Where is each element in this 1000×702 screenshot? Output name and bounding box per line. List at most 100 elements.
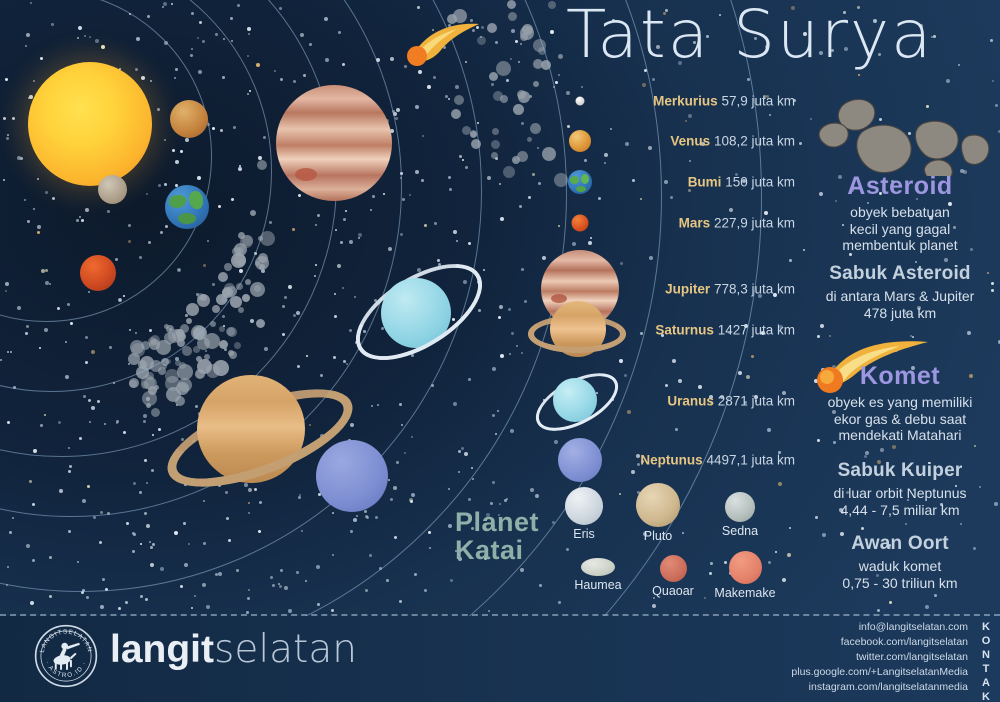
brand-bold-text: langit bbox=[110, 628, 214, 671]
planet-icon-uranus bbox=[526, 361, 628, 443]
kontak-letter: T bbox=[982, 663, 990, 676]
star bbox=[861, 527, 865, 531]
dwarf-body-pluto bbox=[636, 483, 680, 527]
footer-bar bbox=[0, 616, 1000, 702]
star bbox=[864, 455, 868, 459]
dwarf-label-pluto: Pluto bbox=[643, 529, 673, 543]
kontak-letter: A bbox=[982, 677, 990, 690]
kontak-letter: K bbox=[982, 691, 990, 702]
dwarf-planet-sedna: Sedna bbox=[712, 492, 768, 538]
dwarf-body-eris bbox=[565, 487, 603, 525]
star bbox=[782, 578, 786, 583]
sabuk-kuiper-line1: di luar orbit Neptunus bbox=[833, 485, 967, 501]
star bbox=[892, 444, 897, 449]
star bbox=[943, 258, 948, 262]
star bbox=[737, 370, 742, 375]
page-title: Tata Surya bbox=[566, 0, 934, 73]
star bbox=[777, 481, 782, 486]
komet-icon bbox=[817, 341, 928, 393]
contact-instagram[interactable]: instagram.com/langitselatanmedia bbox=[808, 680, 968, 693]
sabuk-asteroid-heading: Sabuk Asteroid bbox=[829, 263, 971, 284]
star bbox=[787, 552, 792, 557]
planet-icon-venus bbox=[569, 130, 591, 152]
dwarf-label-eris: Eris bbox=[573, 527, 595, 541]
awan-oort-line1: waduk komet bbox=[858, 558, 942, 574]
planet-icon-merkurius bbox=[575, 96, 585, 106]
planet-katai-line1: Planet bbox=[455, 507, 540, 537]
star bbox=[888, 601, 892, 605]
planet-label-mars: Mars 227,9 juta km bbox=[678, 215, 795, 231]
contact-email[interactable]: info@langitselatan.com bbox=[858, 621, 968, 633]
kontak-letter: K bbox=[982, 621, 990, 633]
planet-katai-title: Planet Katai bbox=[455, 508, 539, 564]
planet-icon-saturnus bbox=[528, 298, 632, 362]
star bbox=[877, 608, 881, 612]
contact-googleplus[interactable]: plus.google.com/+LangitselatanMedia bbox=[791, 665, 968, 678]
star bbox=[652, 604, 657, 609]
scene-planet-saturn bbox=[197, 375, 305, 483]
star bbox=[704, 597, 707, 600]
planet-katai-line2: Katai bbox=[455, 535, 524, 566]
star bbox=[767, 427, 772, 432]
sabuk-kuiper-section: Sabuk Kuiper di luar orbit Neptunus 4,44… bbox=[800, 460, 1000, 518]
star bbox=[857, 73, 860, 76]
komet-heading: Komet bbox=[859, 362, 941, 390]
jupiter-red-spot bbox=[295, 168, 317, 181]
dwarf-label-haumea: Haumea bbox=[574, 578, 622, 592]
dwarf-planet-makemake: Makemake bbox=[710, 551, 780, 600]
langitselatan-logo-icon: LANGITSELATAN · ASTRO.ID · bbox=[34, 624, 98, 688]
sabuk-asteroid-section: Sabuk Asteroid di antara Mars & Jupiter … bbox=[800, 263, 1000, 321]
star bbox=[957, 63, 960, 66]
star bbox=[946, 79, 951, 84]
star bbox=[934, 593, 938, 597]
scene-comet-icon bbox=[407, 23, 479, 66]
planet-icon-bumi bbox=[568, 170, 592, 194]
planet-label-jupiter: Jupiter 778,3 juta km bbox=[665, 281, 795, 297]
dwarf-planet-quaoar: Quaoar bbox=[645, 555, 701, 598]
star bbox=[848, 253, 852, 257]
dwarf-body-sedna bbox=[725, 492, 755, 522]
scene-planet-earth bbox=[165, 185, 209, 229]
contact-facebook[interactable]: facebook.com/langitselatan bbox=[840, 635, 968, 648]
komet-description: obyek es yang memiliki ekor gas & debu s… bbox=[827, 394, 973, 444]
star bbox=[966, 330, 971, 335]
komet-section: Komet obyek es yang memiliki ekor gas & … bbox=[800, 362, 1000, 444]
scene-planet-mercury bbox=[98, 175, 127, 204]
star bbox=[763, 210, 768, 215]
star bbox=[768, 113, 771, 116]
sabuk-asteroid-line2: 478 juta km bbox=[863, 304, 937, 321]
star bbox=[750, 354, 754, 358]
contact-twitter[interactable]: twitter.com/langitselatan bbox=[855, 650, 968, 663]
star bbox=[799, 142, 803, 146]
awan-oort-line2: 0,75 - 30 triliun km bbox=[842, 574, 958, 591]
star bbox=[909, 334, 912, 337]
scene-planet-mars bbox=[80, 255, 116, 291]
asteroid-heading: Asteroid bbox=[847, 172, 953, 200]
contact-list: info@langitselatan.com facebook.com/lang… bbox=[791, 620, 968, 695]
asteroid-description: obyek bebatuan kecil yang gagal membentu… bbox=[842, 204, 958, 254]
planet-icon-neptunus bbox=[558, 438, 602, 482]
planet-label-neptunus: Neptunus 4497,1 juta km bbox=[640, 452, 795, 468]
dwarf-body-quaoar bbox=[659, 555, 687, 582]
kontak-letter: O bbox=[981, 635, 991, 648]
footer-divider bbox=[0, 614, 1000, 616]
sabuk-kuiper-line2: 4,44 - 7,5 miliar km bbox=[840, 501, 960, 518]
scene-planet-uranus bbox=[381, 278, 451, 348]
planet-icon-mars bbox=[571, 214, 589, 232]
star bbox=[788, 526, 791, 529]
planet-label-uranus: Uranus 2871 juta km bbox=[667, 393, 795, 409]
star bbox=[991, 79, 994, 82]
asteroid-cluster-icon bbox=[818, 98, 990, 176]
planet-label-venus: Venus 108,2 juta km bbox=[670, 133, 795, 149]
dwarf-planet-pluto: Pluto bbox=[630, 483, 686, 543]
planet-label-bumi: Bumi 150 juta km bbox=[687, 174, 795, 190]
star bbox=[828, 334, 831, 337]
kontak-letter: N bbox=[982, 649, 990, 662]
planet-label-merkurius: Merkurius 57,9 juta km bbox=[653, 93, 795, 109]
dwarf-planet-haumea: Haumea bbox=[570, 558, 626, 592]
dwarf-body-makemake bbox=[728, 551, 762, 584]
star bbox=[959, 522, 962, 525]
asteroid-section: Asteroid obyek bebatuan kecil yang gagal… bbox=[800, 172, 1000, 254]
